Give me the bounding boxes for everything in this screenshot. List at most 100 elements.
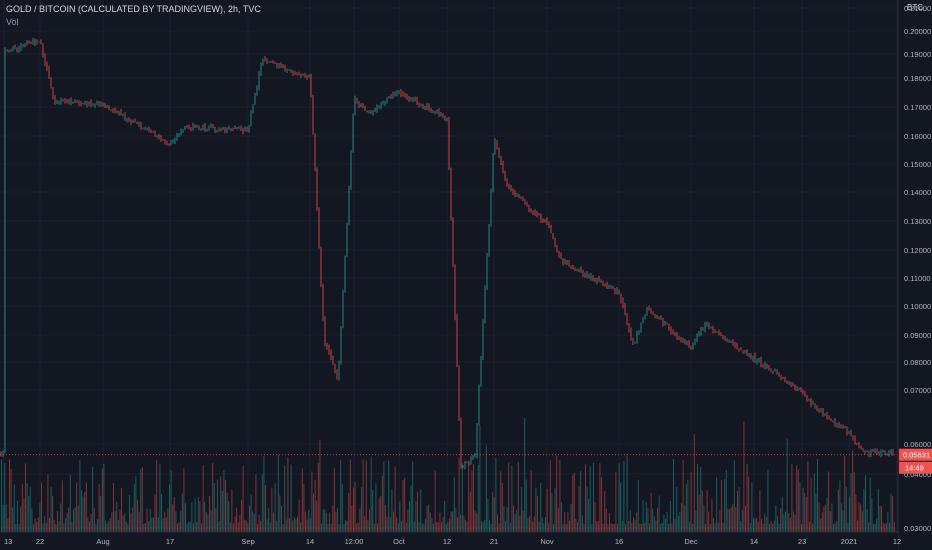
volume-bar bbox=[428, 504, 430, 532]
volume-bar bbox=[754, 518, 756, 532]
volume-bar bbox=[845, 486, 847, 532]
volume-bar bbox=[537, 495, 538, 532]
volume-bar bbox=[415, 501, 417, 532]
volume-bar bbox=[252, 511, 254, 532]
volume-bar bbox=[513, 505, 514, 532]
volume-bar bbox=[682, 460, 684, 532]
volume-bar bbox=[565, 523, 567, 532]
volume-bar bbox=[761, 519, 762, 532]
volume-bar bbox=[604, 491, 606, 532]
volume-bar bbox=[79, 460, 81, 532]
volume-bar bbox=[58, 521, 60, 532]
volume-bar bbox=[588, 498, 590, 532]
volume-bar bbox=[229, 522, 231, 532]
volume-bar bbox=[500, 471, 502, 532]
volume-bar bbox=[39, 503, 41, 532]
volume-bar bbox=[90, 513, 92, 532]
volume-bar bbox=[12, 507, 14, 532]
y-tick-label: 0.14000 bbox=[904, 188, 931, 197]
volume-bar bbox=[533, 516, 535, 532]
volume-bar bbox=[793, 511, 794, 532]
volume-bar bbox=[847, 523, 849, 532]
volume-bar bbox=[713, 518, 714, 532]
axis-unit-label[interactable]: BTC bbox=[907, 3, 923, 12]
volume-bar bbox=[849, 496, 850, 532]
volume-bar bbox=[889, 522, 890, 532]
volume-bar bbox=[597, 521, 599, 532]
volume-bar bbox=[892, 496, 894, 532]
volume-bar bbox=[441, 522, 442, 532]
volume-bar bbox=[20, 506, 22, 532]
volume-bar bbox=[399, 500, 401, 532]
volume-bar bbox=[876, 518, 878, 532]
volume-bar bbox=[593, 462, 594, 532]
volume-bar bbox=[860, 504, 862, 532]
volume-bar bbox=[245, 520, 247, 532]
volume-bar bbox=[869, 477, 871, 532]
volume-bar bbox=[833, 523, 834, 532]
y-tick-label: 0.10000 bbox=[904, 302, 931, 311]
volume-bar bbox=[2, 504, 4, 532]
volume-bar bbox=[634, 519, 636, 532]
volume-bar bbox=[583, 523, 585, 532]
volume-bar bbox=[770, 520, 772, 532]
volume-bar bbox=[394, 466, 396, 532]
volume-bar bbox=[372, 490, 374, 532]
volume-bar bbox=[345, 520, 346, 532]
volume-bar bbox=[458, 457, 460, 532]
x-axis-panel[interactable] bbox=[0, 532, 898, 550]
volume-bar bbox=[506, 507, 508, 532]
volume-bar bbox=[66, 513, 68, 532]
volume-bar bbox=[807, 461, 809, 532]
volume-bar bbox=[586, 486, 588, 532]
volume-bar bbox=[618, 463, 620, 532]
volume-bar bbox=[356, 523, 358, 532]
volume-bar bbox=[276, 520, 278, 532]
volume-bar bbox=[746, 464, 748, 532]
x-tick-label: 22 bbox=[36, 537, 44, 546]
volume-bar bbox=[263, 456, 265, 532]
volume-bar bbox=[324, 509, 326, 532]
y-tick-label: 0.12000 bbox=[904, 246, 931, 255]
volume-bar bbox=[153, 517, 154, 532]
volume-bar bbox=[842, 510, 844, 532]
volume-bar bbox=[373, 523, 375, 532]
volume-bar bbox=[737, 490, 738, 532]
x-tick-label: Aug bbox=[96, 537, 109, 546]
volume-bar bbox=[377, 523, 378, 532]
volume-bar bbox=[617, 523, 618, 532]
volume-bar bbox=[591, 523, 593, 532]
volume-bar bbox=[527, 518, 529, 532]
volume-bar bbox=[417, 491, 418, 532]
volume-bar bbox=[41, 482, 42, 532]
volume-bar bbox=[293, 516, 295, 532]
volume-bar bbox=[281, 505, 282, 532]
volume-bar bbox=[879, 506, 881, 532]
volume-bar bbox=[729, 509, 730, 532]
volume-bar bbox=[249, 505, 250, 532]
volume-bar bbox=[692, 523, 694, 532]
volume-bar bbox=[273, 512, 274, 532]
volume-bar bbox=[93, 507, 95, 532]
volume-bar bbox=[242, 465, 244, 532]
volume-bar bbox=[57, 511, 58, 532]
volume-bar bbox=[337, 508, 338, 532]
volume-bar bbox=[306, 519, 308, 532]
volume-bar bbox=[668, 523, 670, 532]
volume-bar bbox=[577, 522, 578, 532]
volume-bar bbox=[353, 487, 354, 532]
volume-bar bbox=[893, 521, 895, 532]
volume-bar bbox=[21, 483, 23, 532]
volume-bar bbox=[865, 475, 866, 532]
volume-bar bbox=[476, 512, 478, 532]
volume-bar bbox=[197, 496, 199, 532]
volume-bar bbox=[695, 510, 697, 532]
volume-bar bbox=[717, 522, 719, 532]
volume-bar bbox=[522, 511, 524, 532]
volume-bar bbox=[812, 523, 814, 532]
volume-bar bbox=[220, 476, 222, 532]
volume-bar bbox=[436, 522, 438, 532]
volume-bar bbox=[172, 504, 174, 532]
